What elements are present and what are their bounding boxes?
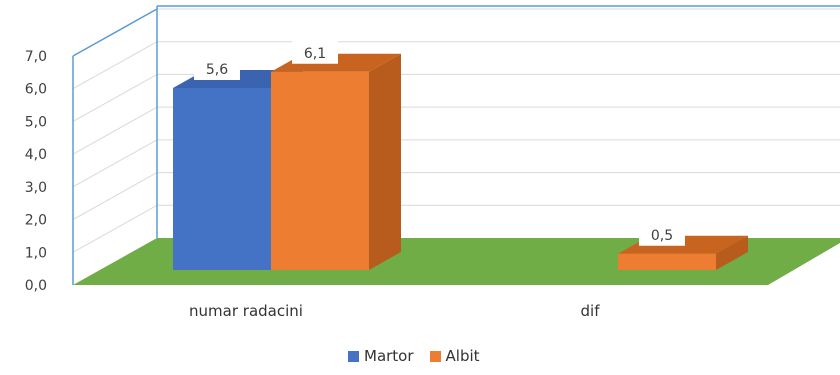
gridline-side — [72, 139, 158, 188]
y-tick-label: 0,0 — [25, 278, 47, 294]
legend-label-martor: Martor — [364, 347, 414, 365]
x-category-label: dif — [581, 302, 601, 320]
legend: Martor Albit — [348, 345, 480, 367]
gridline-side — [72, 73, 158, 122]
y-tick-label: 5,0 — [25, 114, 47, 130]
data-label: 5,6 — [206, 62, 228, 78]
y-tick-label: 6,0 — [25, 82, 47, 98]
data-label-box — [639, 222, 685, 246]
gridline-side — [72, 106, 158, 155]
axis-top-edge — [72, 8, 158, 57]
y-tick-label: 7,0 — [25, 49, 47, 65]
bar-side-1-1 — [716, 235, 748, 270]
gridline-side — [72, 41, 158, 90]
legend-item-martor: Martor — [348, 347, 414, 365]
y-tick-label: 4,0 — [25, 147, 47, 163]
data-label-box — [194, 57, 240, 80]
data-label: 0,5 — [651, 228, 673, 244]
bar-albit-0 — [271, 71, 369, 270]
bar-albit-1 — [618, 253, 716, 270]
gridline-side — [72, 204, 158, 253]
data-label-box — [292, 40, 338, 64]
gridline-side — [72, 172, 158, 221]
legend-item-albit: Albit — [429, 347, 480, 365]
x-category-label: numar radacini — [189, 302, 303, 320]
legend-label-albit: Albit — [445, 347, 480, 365]
legend-swatch-albit — [429, 350, 441, 362]
y-tick-label: 1,0 — [25, 245, 47, 261]
data-label: 6,1 — [304, 46, 326, 62]
y-tick-label: 3,0 — [25, 180, 47, 196]
bar-martor-0 — [173, 88, 271, 270]
legend-swatch-martor — [348, 350, 359, 362]
bar-side-1-0 — [369, 53, 401, 270]
y-tick-label: 2,0 — [25, 213, 47, 229]
